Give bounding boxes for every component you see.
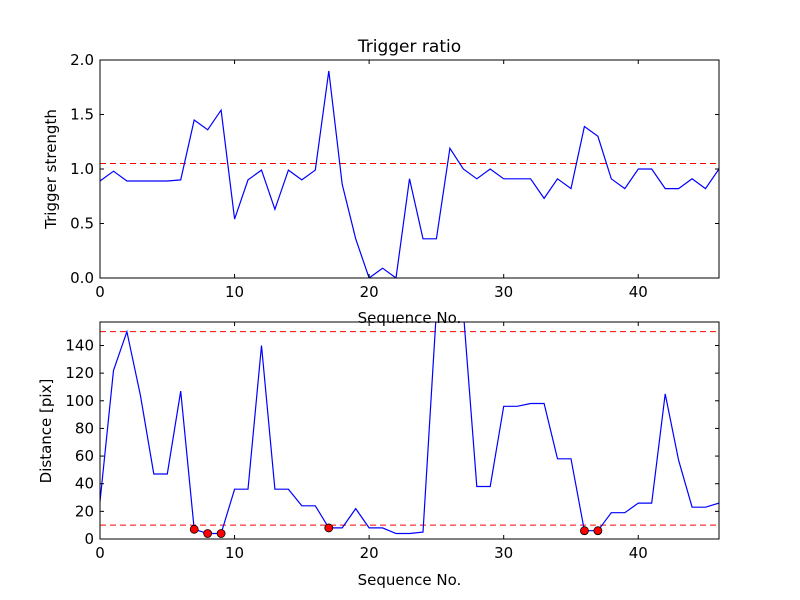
axes-frame bbox=[99, 59, 720, 279]
y-tick-label: 0.5 bbox=[70, 215, 94, 233]
y-tick-label: 80 bbox=[75, 419, 94, 437]
trigger-ratio-chart: Trigger ratio 0 10 20 30 40 0.0 0.5 1.0 1.5 2.0 S… bbox=[42, 37, 720, 327]
x-tick-label: 30 bbox=[494, 283, 513, 301]
series-line bbox=[100, 322, 719, 535]
chart-title: Trigger ratio bbox=[357, 37, 461, 57]
data-point-marker bbox=[580, 526, 589, 536]
y-tick-label: 2.0 bbox=[70, 51, 94, 69]
y-tick-label: 140 bbox=[65, 336, 94, 354]
axes-frame bbox=[99, 321, 720, 540]
plot-area: 0 10 20 30 40 0 20 40 60 80 100 120 140 bbox=[65, 321, 720, 562]
y-axis-label: Trigger strength bbox=[42, 109, 60, 230]
y-tick-label: 40 bbox=[75, 475, 94, 493]
data-point-marker bbox=[324, 523, 334, 533]
y-tick-label: 1.5 bbox=[70, 106, 94, 124]
data-point-marker bbox=[216, 529, 226, 538]
data-point-marker bbox=[593, 526, 603, 536]
x-tick-label: 10 bbox=[225, 544, 244, 562]
x-tick-label: 0 bbox=[95, 283, 105, 301]
data-point-marker bbox=[203, 529, 213, 538]
data-layer bbox=[100, 70, 719, 278]
y-tick-label: 0.0 bbox=[70, 269, 94, 287]
x-axis-label: Sequence No. bbox=[358, 309, 462, 327]
y-tick-label: 120 bbox=[65, 364, 94, 382]
x-tick-label: 40 bbox=[629, 283, 648, 301]
x-tick-label: 10 bbox=[225, 283, 244, 301]
distance-chart: 0 10 20 30 40 0 20 40 60 80 100 120 140 Sequence No.… bbox=[37, 321, 720, 589]
x-tick-label: 30 bbox=[494, 544, 513, 562]
data-point-marker bbox=[189, 524, 199, 534]
y-axis-label: Distance [pix] bbox=[37, 379, 55, 484]
x-tick-label: 40 bbox=[629, 544, 648, 562]
plot-area: 0 10 20 30 40 0.0 0.5 1.0 1.5 2.0 bbox=[70, 51, 720, 301]
data-layer bbox=[100, 322, 719, 535]
y-tick-label: 20 bbox=[75, 502, 94, 520]
x-tick-label: 20 bbox=[360, 544, 379, 562]
y-tick-label: 60 bbox=[75, 447, 94, 465]
y-tick-label: 0 bbox=[84, 530, 94, 548]
x-tick-label: 0 bbox=[95, 544, 105, 562]
y-tick-label: 100 bbox=[65, 392, 94, 410]
series-line bbox=[100, 70, 719, 278]
x-axis-label: Sequence No. bbox=[358, 571, 462, 589]
y-tick-label: 1.0 bbox=[70, 160, 94, 178]
x-tick-label: 20 bbox=[360, 283, 379, 301]
